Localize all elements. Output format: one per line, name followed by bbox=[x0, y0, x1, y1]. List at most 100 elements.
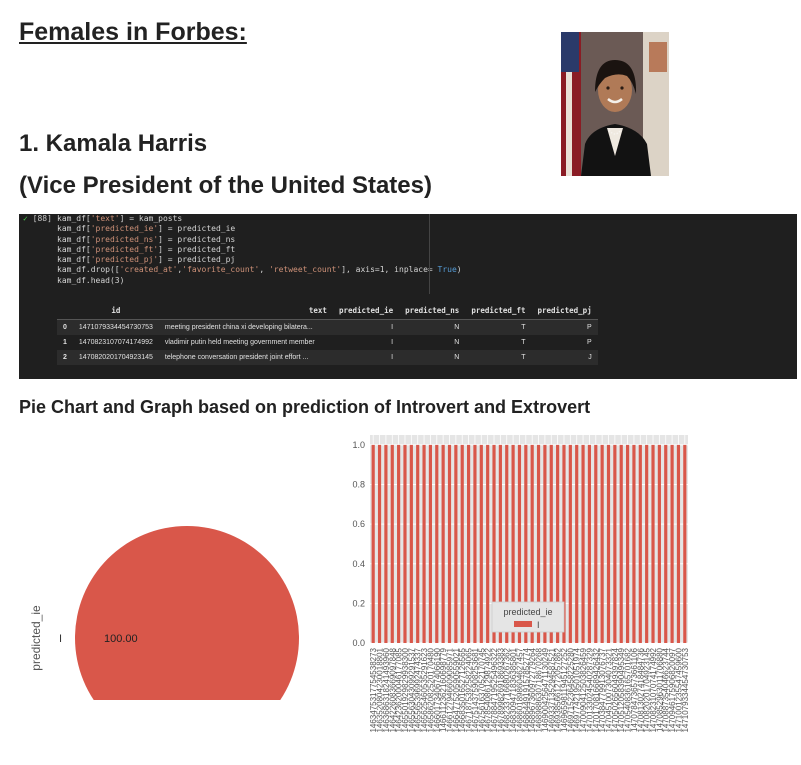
y-tick-label: 0.0 bbox=[352, 638, 365, 648]
bar bbox=[486, 444, 490, 643]
bar bbox=[454, 444, 458, 643]
bar bbox=[384, 444, 388, 643]
bar bbox=[492, 444, 496, 643]
pie-ylabel: predicted_ie bbox=[29, 605, 43, 671]
kamala-harris-portrait bbox=[561, 32, 669, 176]
x-tick-label: 1470852963011706880 bbox=[655, 647, 664, 731]
bar bbox=[556, 444, 560, 643]
x-tick-label: 1463520804230018801 bbox=[376, 647, 385, 732]
bar bbox=[651, 444, 655, 643]
bar bbox=[403, 444, 407, 643]
bar bbox=[530, 444, 534, 643]
x-tick-label: 1469774219501051974 bbox=[573, 647, 582, 732]
bar bbox=[524, 444, 528, 643]
bar bbox=[600, 444, 604, 643]
page-title: Females in Forbes: bbox=[19, 18, 247, 46]
bar bbox=[657, 444, 661, 643]
x-tick-label: 1465501929829938300 bbox=[401, 647, 410, 732]
table-cell: 2 bbox=[57, 350, 73, 365]
table-header-cell: predicted_pj bbox=[531, 302, 598, 320]
bar bbox=[416, 444, 420, 643]
bar bbox=[581, 444, 585, 643]
legend-swatch bbox=[514, 621, 532, 627]
cell-execution-prompt: ✓ [88] bbox=[23, 214, 52, 224]
pie-slice bbox=[75, 526, 299, 700]
pie-slice-label: I bbox=[59, 633, 62, 645]
table-cell: 1470823107074174992 bbox=[78, 339, 153, 346]
code-line: kam_df['predicted_ns'] = predicted_ns bbox=[57, 234, 236, 244]
legend-label: I bbox=[537, 620, 540, 630]
bar bbox=[676, 444, 681, 643]
x-tick-label: 1465625460535291623 bbox=[420, 647, 429, 732]
legend-title: predicted_ie bbox=[503, 607, 552, 617]
bar bbox=[473, 444, 477, 643]
table-header-cell: predicted_ft bbox=[465, 302, 532, 320]
x-tick-label: 1469659811945127252 bbox=[560, 647, 569, 731]
table-cell: T bbox=[465, 350, 532, 365]
bar bbox=[575, 444, 579, 643]
x-tick-label: 1468601898604627457 bbox=[515, 647, 524, 732]
x-tick-label: 1467514375908253681 bbox=[471, 647, 480, 732]
bar bbox=[562, 444, 566, 643]
bar bbox=[390, 444, 394, 643]
execution-count: [88] bbox=[32, 214, 52, 223]
bar bbox=[460, 444, 464, 643]
x-tick-label: 1470384779913076737 bbox=[598, 647, 607, 732]
x-tick-label: 1470512058390495349 bbox=[617, 647, 626, 732]
person-role-heading: (Vice President of the United States) bbox=[19, 172, 432, 199]
bar bbox=[664, 444, 668, 643]
bar bbox=[625, 444, 630, 643]
x-tick-label: 1470451007304073321 bbox=[605, 647, 614, 732]
table-cell: N bbox=[399, 350, 466, 365]
table-cell: vladimir putin held meeting government m… bbox=[164, 339, 315, 346]
table-cell: 1 bbox=[63, 339, 67, 346]
dataframe-output-table: id text predicted_ie predicted_ns predic… bbox=[57, 302, 598, 365]
y-tick-label: 0.4 bbox=[352, 559, 365, 569]
x-tick-label: 1469385661272057862 bbox=[554, 647, 563, 732]
check-icon: ✓ bbox=[23, 214, 28, 223]
bar bbox=[479, 444, 483, 643]
notebook-code-cell[interactable]: ✓ [88] kam_df['text'] = kam_posts kam_df… bbox=[19, 214, 797, 379]
table-cell: telephone conversation president joint e… bbox=[158, 350, 333, 365]
x-tick-label: 1467899826918693383 bbox=[496, 647, 505, 732]
table-cell: J bbox=[531, 350, 598, 365]
bar bbox=[594, 444, 598, 643]
x-tick-label: 1470133024540287329 bbox=[585, 647, 594, 732]
table-header-row: id text predicted_ie predicted_ns predic… bbox=[57, 302, 598, 320]
x-tick-label: 1466112362160698779 bbox=[439, 647, 448, 731]
table-row: 1 1470823107074174992 vladimir putin hel… bbox=[57, 335, 598, 350]
x-tick-label: 1467854086129874922 bbox=[484, 647, 493, 732]
table-row: 2 1470820201704923145 telephone conversa… bbox=[57, 350, 598, 365]
x-tick-label: 1470090412503826459 bbox=[579, 647, 588, 732]
table-header-cell: predicted_ns bbox=[399, 302, 466, 320]
table-header-cell bbox=[57, 302, 73, 320]
x-tick-label: 1469715236458225280 bbox=[566, 647, 575, 732]
bar bbox=[377, 444, 382, 643]
bar bbox=[505, 444, 509, 643]
bar-chart: 0.00.20.40.60.81.01463475317754538273146… bbox=[352, 435, 690, 733]
x-tick-label: 1467187539258224065 bbox=[465, 647, 474, 732]
x-tick-label: 1463686318241493960 bbox=[382, 647, 391, 732]
x-tick-label: 1469337135294587521 bbox=[547, 647, 556, 732]
code-line: kam_df['predicted_ft'] = predicted_ft bbox=[57, 244, 236, 254]
bar bbox=[613, 444, 617, 643]
bar bbox=[638, 444, 642, 643]
x-tick-label: 1468309471836385801 bbox=[509, 647, 518, 732]
x-tick-label: 1470813027418484736 bbox=[636, 647, 645, 732]
x-tick-label: 1463475317754538273 bbox=[369, 647, 378, 732]
code-line: kam_df['text'] = kam_posts bbox=[57, 214, 183, 223]
x-tick-label: 1465565396992474337 bbox=[414, 647, 423, 732]
x-tick-label: 1470540836165701682 bbox=[624, 647, 633, 732]
editor-ruler bbox=[429, 214, 430, 294]
x-tick-label: 1470823107074174992 bbox=[649, 647, 658, 732]
table-cell: T bbox=[465, 319, 532, 335]
code-line: kam_df['predicted_ie'] = predicted_ie bbox=[57, 224, 236, 234]
y-tick-label: 1.0 bbox=[352, 440, 365, 450]
bar bbox=[549, 444, 553, 643]
code-line: kam_df.head(3) bbox=[57, 275, 125, 285]
x-tick-label: 1468233716680267362 bbox=[503, 647, 512, 732]
y-tick-label: 0.8 bbox=[352, 480, 365, 490]
code-editor[interactable]: kam_df['text'] = kam_posts kam_df['predi… bbox=[57, 214, 462, 286]
bar bbox=[645, 444, 649, 643]
x-tick-label: 1467884719525496322 bbox=[490, 647, 499, 732]
